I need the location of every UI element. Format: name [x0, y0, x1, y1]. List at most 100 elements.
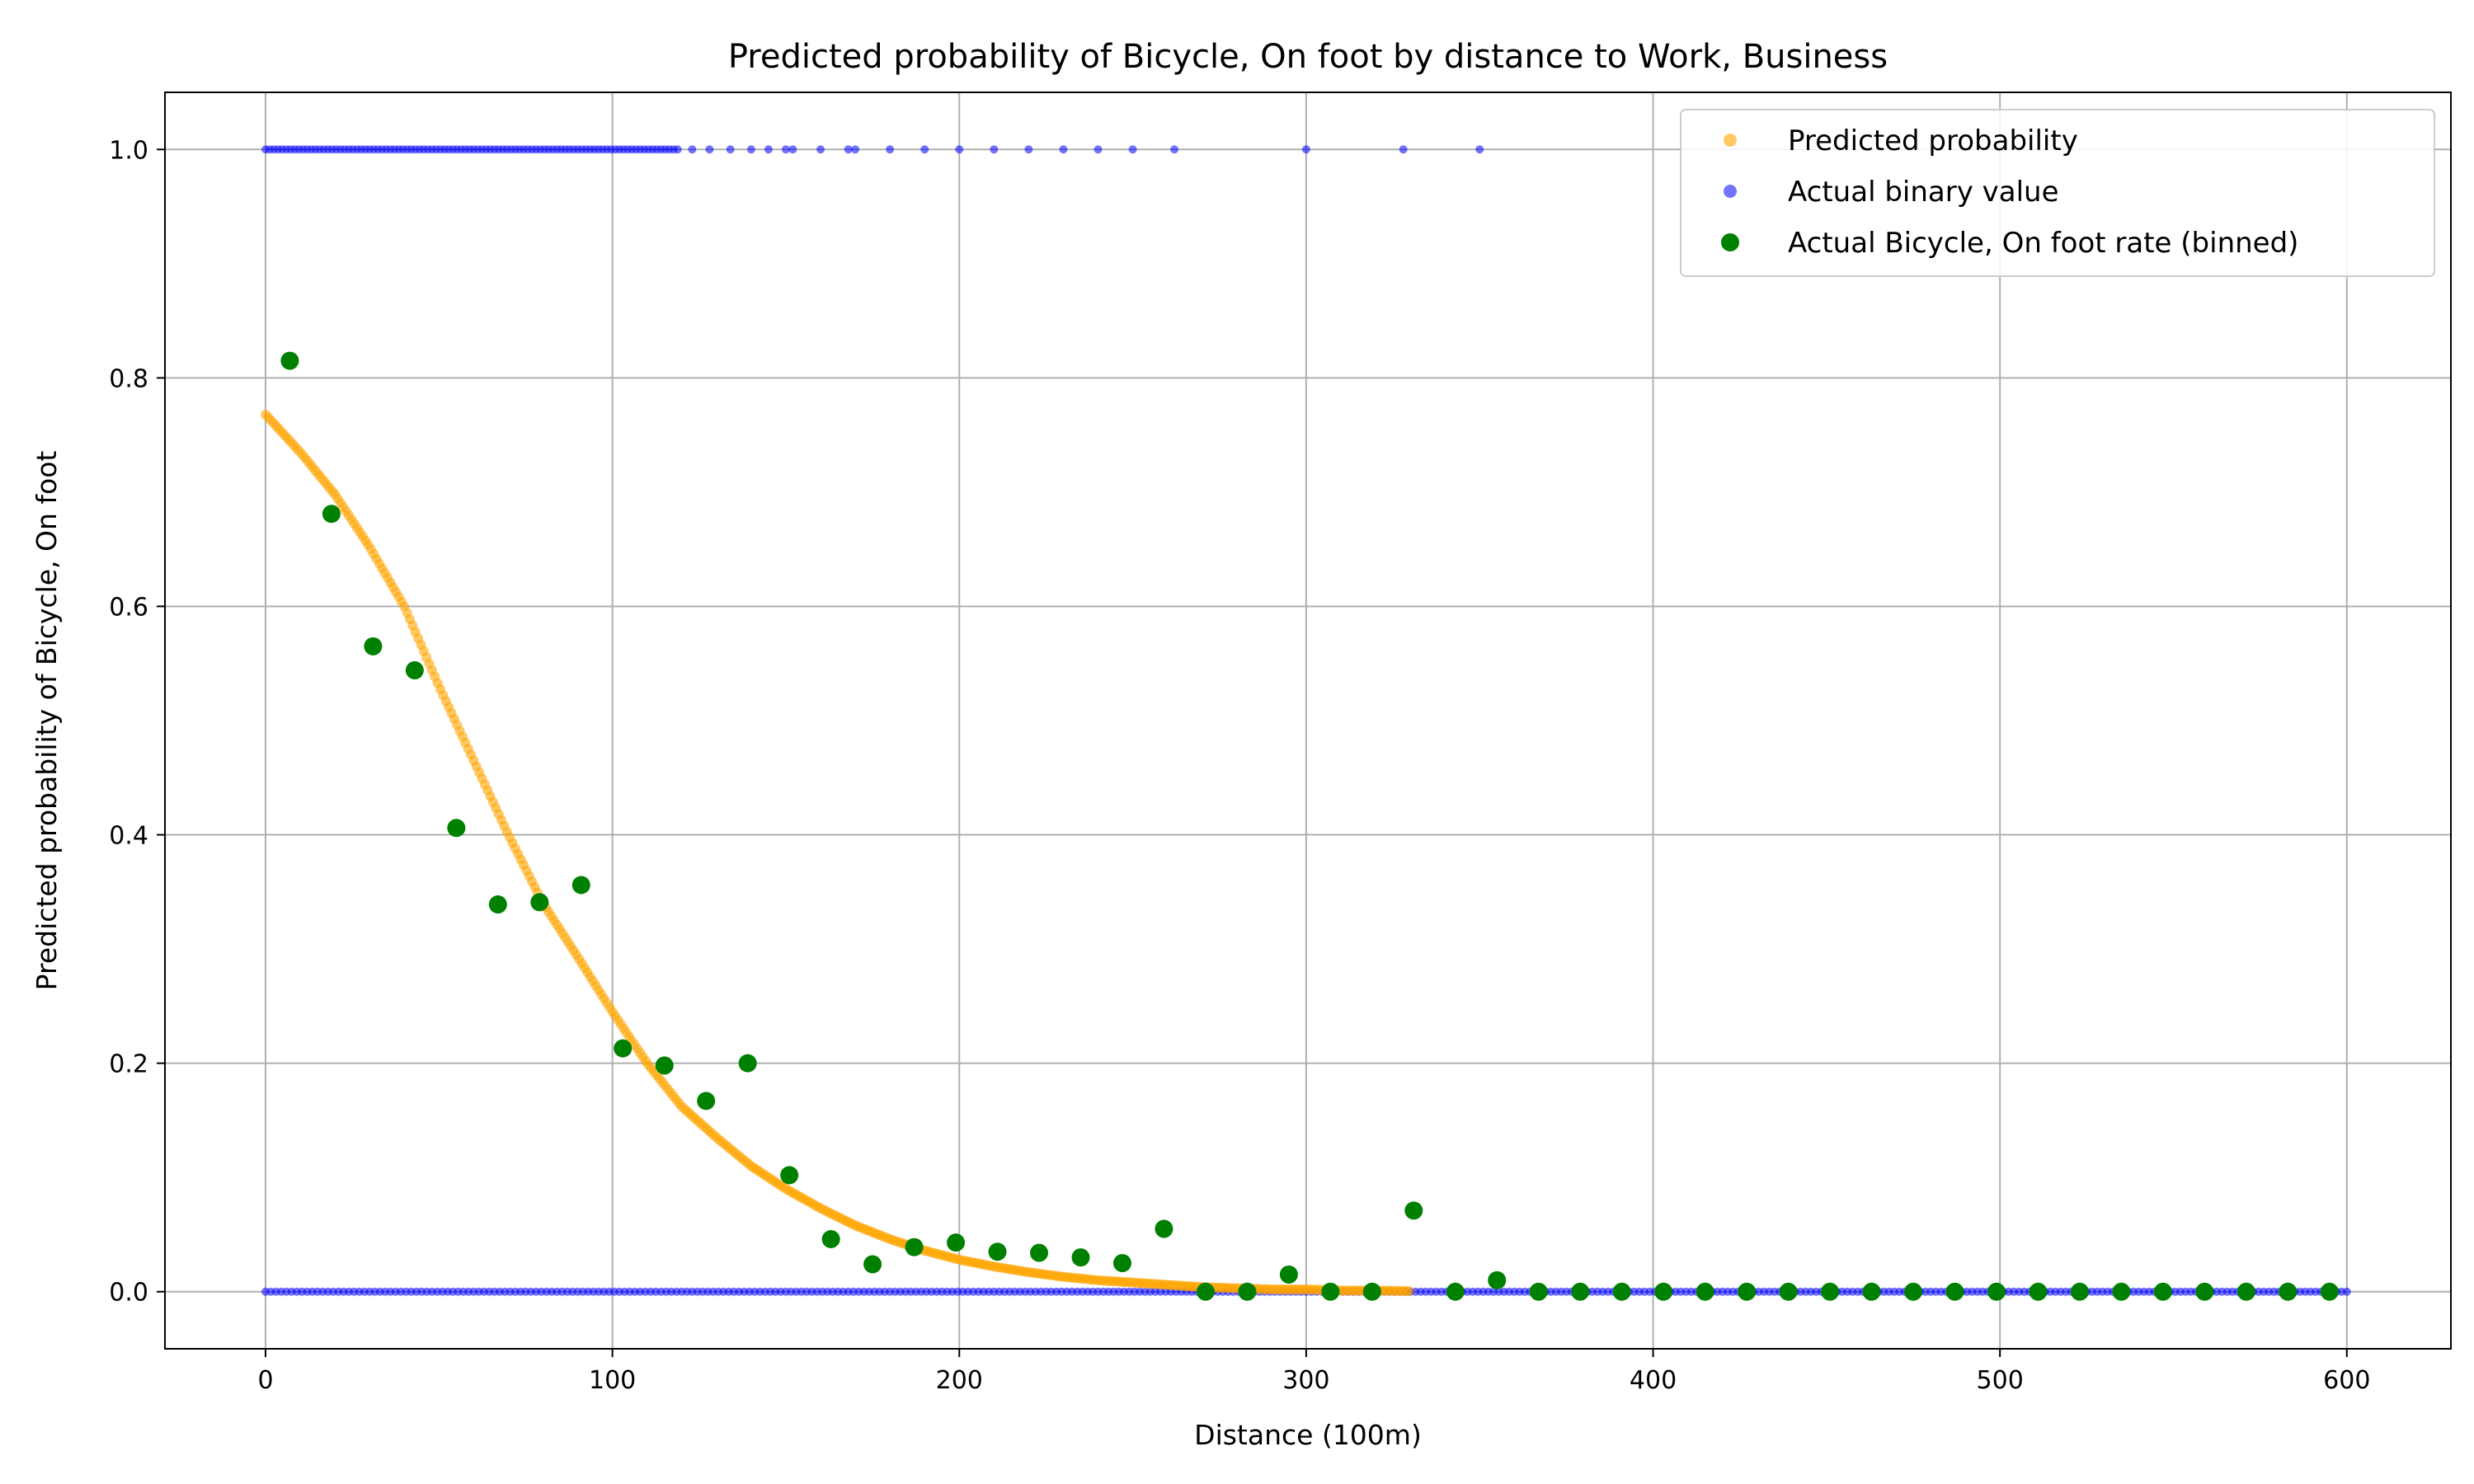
x-axis-label: Distance (100m): [1194, 1419, 1422, 1451]
actual-binary-point: [788, 145, 797, 154]
actual-binary-point: [1301, 145, 1310, 154]
x-tick-label: 200: [936, 1366, 983, 1395]
actual-binary-point: [764, 145, 773, 154]
binned-rate-point: [780, 1166, 799, 1185]
actual-binary-point: [781, 145, 790, 154]
chart-title: Predicted probability of Bicycle, On foo…: [728, 38, 1888, 76]
binned-rate-point: [1862, 1282, 1881, 1301]
legend-label-predicted: Predicted probability: [1788, 124, 2078, 157]
binned-rate-point: [2279, 1282, 2298, 1301]
binned-rate-point: [1446, 1282, 1465, 1301]
x-tick-label: 400: [1630, 1366, 1677, 1395]
binned-rate-point: [1279, 1265, 1298, 1284]
y-tick-label: 0.4: [109, 822, 148, 851]
binned-rate-point: [821, 1229, 840, 1248]
binned-rate-point: [1738, 1282, 1757, 1301]
x-tick-label: 300: [1282, 1366, 1329, 1395]
legend: Predicted probability Actual binary valu…: [1680, 109, 2435, 277]
binned-rate-point: [322, 505, 341, 524]
binned-rate-point: [1238, 1282, 1257, 1301]
y-tick-label: 0.2: [109, 1050, 148, 1079]
actual-binary-point: [1094, 145, 1103, 154]
binned-rate-point: [530, 893, 549, 912]
binned-rate-point: [1529, 1282, 1548, 1301]
legend-marker-predicted: [1724, 134, 1737, 147]
x-tick-label: 500: [1977, 1366, 2024, 1395]
actual-binary-point: [1024, 145, 1033, 154]
binned-rate-point: [1404, 1201, 1423, 1220]
actual-binary-point: [705, 145, 714, 154]
y-tick-label: 1.0: [109, 136, 148, 165]
binned-rate-point: [364, 636, 383, 655]
legend-label-binned-rate: Actual Bicycle, On foot rate (binned): [1788, 227, 2298, 260]
legend-marker-actual-binary: [1724, 185, 1737, 198]
binned-rate-point: [1821, 1282, 1840, 1301]
plot-frame: [164, 92, 2452, 1350]
binned-rate-point: [655, 1056, 674, 1075]
binned-rate-point: [2153, 1282, 2172, 1301]
x-tick-label: 0: [257, 1366, 273, 1395]
series-binned-rate: [280, 351, 2339, 1301]
y-tick-label: 0.0: [109, 1279, 148, 1308]
binned-rate-point: [2320, 1282, 2339, 1301]
binned-rate-point: [1362, 1282, 1381, 1301]
actual-binary-point: [844, 145, 853, 154]
binned-rate-point: [1112, 1254, 1131, 1273]
binned-rate-point: [905, 1237, 924, 1256]
binned-rate-point: [280, 351, 299, 370]
y-tick-label: 0.6: [109, 593, 148, 622]
binned-rate-point: [447, 819, 466, 838]
actual-binary-point: [746, 145, 755, 154]
binned-rate-point: [1945, 1282, 1964, 1301]
predicted-point: [1404, 1286, 1414, 1297]
y-tick-label: 0.8: [109, 364, 148, 393]
legend-label-actual-binary: Actual binary value: [1788, 176, 2059, 209]
actual-binary-point: [2342, 1287, 2351, 1296]
binned-rate-point: [2236, 1282, 2255, 1301]
actual-binary-point: [1399, 145, 1408, 154]
binned-rate-point: [738, 1054, 757, 1073]
binned-rate-point: [697, 1092, 716, 1111]
binned-rate-point: [614, 1039, 633, 1058]
actual-binary-point: [726, 145, 735, 154]
binned-rate-point: [1654, 1282, 1673, 1301]
binned-rate-point: [1488, 1270, 1507, 1289]
legend-marker-binned-rate: [1721, 233, 1739, 251]
actual-binary-point: [990, 145, 999, 154]
binned-rate-point: [1321, 1282, 1340, 1301]
ticks: 0 100 200 300 400 500 600 0.0 0.2 0.4 0.6 0.8 1.0: [109, 136, 2370, 1395]
actual-binary-point: [673, 145, 682, 154]
binned-rate-point: [1696, 1282, 1714, 1301]
actual-binary-point: [816, 145, 825, 154]
binned-rate-point: [1571, 1282, 1590, 1301]
binned-rate-point: [988, 1242, 1007, 1261]
binned-rate-point: [1779, 1282, 1798, 1301]
actual-binary-point: [688, 145, 697, 154]
binned-rate-point: [1155, 1219, 1174, 1238]
binned-rate-point: [1987, 1282, 2006, 1301]
series-layer: [260, 145, 2351, 1301]
actual-binary-point: [955, 145, 964, 154]
binned-rate-point: [2070, 1282, 2089, 1301]
actual-binary-point: [920, 145, 929, 154]
actual-binary-point: [1059, 145, 1068, 154]
actual-binary-point: [886, 145, 895, 154]
binned-rate-point: [1196, 1282, 1215, 1301]
x-tick-label: 600: [2323, 1366, 2370, 1395]
binned-rate-point: [1030, 1243, 1049, 1262]
actual-binary-point: [851, 145, 860, 154]
binned-rate-point: [405, 661, 424, 680]
actual-binary-point: [1475, 145, 1484, 154]
binned-rate-point: [947, 1233, 966, 1252]
actual-binary-point: [1128, 145, 1137, 154]
x-tick-label: 100: [589, 1366, 636, 1395]
legend-box: [1680, 109, 2435, 277]
y-axis-label: Predicted probability of Bicycle, On foo…: [31, 451, 63, 991]
binned-rate-point: [2195, 1282, 2214, 1301]
binned-rate-point: [571, 876, 590, 895]
binned-rate-point: [2029, 1282, 2048, 1301]
binned-rate-point: [1071, 1248, 1090, 1267]
binned-rate-point: [1904, 1282, 1923, 1301]
binned-rate-point: [488, 895, 507, 914]
